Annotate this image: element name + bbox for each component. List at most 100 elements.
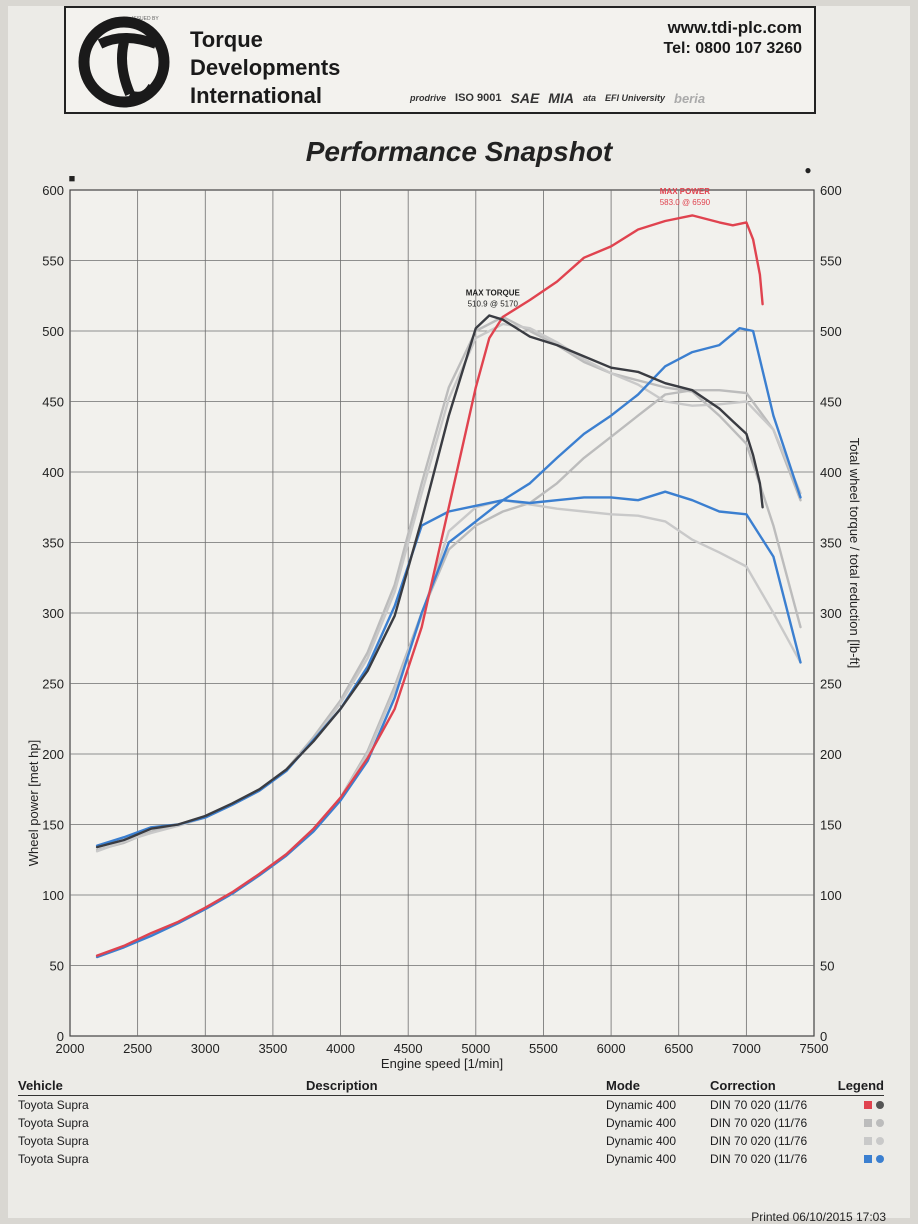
y-tick-label-right: 300 [820, 606, 842, 621]
x-tick-label: 2000 [56, 1041, 85, 1056]
legend-square-icon [864, 1119, 872, 1127]
row-mode: Dynamic 400 [606, 1116, 677, 1130]
legend-dot-icon [876, 1101, 884, 1109]
row-legend [834, 1119, 884, 1127]
table-row: Toyota Supra Dynamic 400 DIN 70 020 (11/76 [18, 1132, 884, 1150]
x-tick-label: 4000 [326, 1041, 355, 1056]
y-tick-label-right: 500 [820, 324, 842, 339]
max-torque-annotation-value: 510.9 @ 5170 [468, 299, 519, 308]
row-vehicle: Toyota Supra [18, 1152, 89, 1166]
company-line-3: International [190, 83, 323, 108]
y-axis-label-right: Total wheel torque / total reduction [lb… [847, 438, 862, 669]
y-tick-label-right: 450 [820, 395, 842, 410]
header-correction: Correction [710, 1078, 776, 1093]
printed-timestamp: Printed 06/10/2015 17:03 [751, 1210, 886, 1224]
y-tick-label-left: 0 [57, 1029, 64, 1044]
row-legend [834, 1101, 884, 1109]
header-box: ISSUED BY Torque Developments Internatio… [64, 6, 816, 114]
header-description: Description [306, 1078, 378, 1093]
header-legend: Legend [837, 1078, 884, 1093]
x-tick-label: 7500 [800, 1041, 829, 1056]
row-correction: DIN 70 020 (11/76 [710, 1116, 808, 1130]
x-tick-label: 3000 [191, 1041, 220, 1056]
row-mode: Dynamic 400 [606, 1098, 677, 1112]
left-axis-square-icon: ■ [69, 173, 76, 185]
row-vehicle: Toyota Supra [18, 1134, 89, 1148]
company-line-2: Developments [190, 55, 341, 80]
y-tick-label-right: 600 [820, 183, 842, 198]
legend-square-icon [864, 1155, 872, 1163]
table-row: Toyota Supra Dynamic 400 DIN 70 020 (11/76 [18, 1096, 884, 1114]
legend-square-icon [864, 1137, 872, 1145]
header-vehicle: Vehicle [18, 1078, 63, 1093]
max-power-annotation-label: MAX POWER [660, 187, 710, 196]
right-axis-dot-icon: ● [804, 163, 811, 177]
y-tick-label-left: 50 [50, 959, 64, 974]
cert-efi: EFI University [604, 93, 666, 103]
series-line-run1-torque [95, 314, 764, 849]
legend-table: Vehicle Description Mode Correction Lege… [18, 1078, 884, 1168]
y-tick-label-left: 350 [42, 536, 64, 551]
cert-beria: beria [674, 90, 706, 106]
row-correction: DIN 70 020 (11/76 [710, 1152, 808, 1166]
y-tick-label-left: 550 [42, 254, 64, 269]
x-tick-label: 7000 [732, 1041, 761, 1056]
x-axis-label: Engine speed [1/min] [381, 1056, 503, 1071]
row-mode: Dynamic 400 [606, 1134, 677, 1148]
y-tick-label-right: 350 [820, 536, 842, 551]
y-tick-label-right: 100 [820, 888, 842, 903]
y-axis-label-left: Wheel power [met hp] [26, 740, 41, 866]
y-tick-label-right: 550 [820, 254, 842, 269]
y-tick-label-right: 0 [820, 1029, 827, 1044]
cert-iso: ISO 9001 [455, 92, 502, 104]
y-tick-label-left: 100 [42, 888, 64, 903]
chart-title: Performance Snapshot [305, 136, 613, 167]
row-mode: Dynamic 400 [606, 1152, 677, 1166]
website-url: www.tdi-plc.com [667, 18, 802, 37]
row-legend [834, 1137, 884, 1145]
x-tick-label: 6500 [664, 1041, 693, 1056]
max-torque-annotation-label: MAX TORQUE [466, 288, 521, 297]
legend-dot-icon [876, 1137, 884, 1145]
chart-grid [69, 189, 815, 1037]
legend-dot-icon [876, 1155, 884, 1163]
table-header: Vehicle Description Mode Correction Lege… [18, 1078, 884, 1096]
table-row: Toyota Supra Dynamic 400 DIN 70 020 (11/76 [18, 1150, 884, 1168]
y-tick-label-right: 250 [820, 677, 842, 692]
x-tick-label: 3500 [258, 1041, 287, 1056]
y-tick-label-right: 200 [820, 747, 842, 762]
y-tick-label-left: 200 [42, 747, 64, 762]
x-tick-label: 5000 [461, 1041, 490, 1056]
issued-by-label: ISSUED BY [132, 16, 159, 22]
telephone: Tel: 0800 107 3260 [663, 40, 802, 57]
x-tick-label: 4500 [394, 1041, 423, 1056]
cert-sae: SAE [510, 90, 540, 106]
y-tick-label-left: 400 [42, 465, 64, 480]
tdi-logo [78, 16, 170, 108]
legend-square-icon [864, 1101, 872, 1109]
contact-block: www.tdi-plc.com Tel: 0800 107 3260 [664, 18, 802, 58]
row-legend [834, 1155, 884, 1163]
chart-series [95, 214, 802, 959]
chart-annotations: MAX POWER 583.0 @ 6590 MAX TORQUE 510.9 @ 5… [466, 187, 711, 309]
x-tick-label: 5500 [529, 1041, 558, 1056]
y-tick-label-right: 400 [820, 465, 842, 480]
y-tick-label-left: 300 [42, 606, 64, 621]
x-tick-label: 6000 [597, 1041, 626, 1056]
y-tick-label-left: 150 [42, 818, 64, 833]
y-tick-label-left: 250 [42, 677, 64, 692]
table-body: Toyota Supra Dynamic 400 DIN 70 020 (11/76… [18, 1096, 884, 1168]
y-tick-label-right: 50 [820, 959, 834, 974]
certification-logos: prodrive ISO 9001 SAE MIA ata EFI Univer… [410, 90, 705, 106]
cert-prodrive: prodrive [410, 93, 447, 103]
y-tick-label-left: 500 [42, 324, 64, 339]
y-tick-label-left: 450 [42, 395, 64, 410]
table-row: Toyota Supra Dynamic 400 DIN 70 020 (11/76 [18, 1114, 884, 1132]
series-line-run4-power [95, 327, 802, 959]
series-line-run1-power [95, 214, 764, 957]
y-tick-label-right: 150 [820, 818, 842, 833]
row-correction: DIN 70 020 (11/76 [710, 1134, 808, 1148]
row-vehicle: Toyota Supra [18, 1098, 89, 1112]
company-name: Torque Developments International [190, 26, 340, 110]
